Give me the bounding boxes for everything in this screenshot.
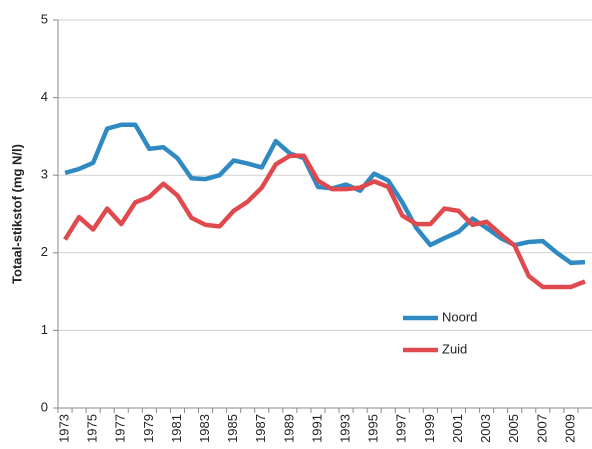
x-tick-label: 1973 (56, 414, 71, 443)
x-tick-label: 2009 (562, 414, 577, 443)
y-tick-label: 0 (41, 399, 48, 414)
x-tick-label: 1977 (113, 414, 128, 443)
y-tick-label: 2 (41, 244, 48, 259)
x-tick-label: 1989 (281, 414, 296, 443)
legend-label: Zuid (442, 341, 467, 356)
x-tick-label: 1997 (394, 414, 409, 443)
y-tick-label: 5 (41, 11, 48, 26)
x-tick-label: 1991 (309, 414, 324, 443)
x-tick-label: 1995 (366, 414, 381, 443)
series-line (64, 122, 586, 266)
x-tick-label: 1975 (85, 414, 100, 443)
series-line (63, 153, 586, 290)
x-tick-label: 2001 (450, 414, 465, 443)
x-tick-label: 1993 (338, 414, 353, 443)
x-tick-label: 2007 (534, 414, 549, 443)
y-tick-label: 1 (41, 322, 48, 337)
x-tick-label: 1985 (225, 414, 240, 443)
x-tick-label: 1987 (253, 414, 268, 443)
y-axis-label: Totaal-stikstof (mg N/l) (9, 144, 24, 284)
x-tick-label: 1981 (169, 414, 184, 443)
y-tick-label: 4 (41, 89, 48, 104)
legend-label: Noord (442, 309, 477, 324)
x-tick-label: 2005 (506, 414, 521, 443)
x-tick-label: 1999 (422, 414, 437, 443)
x-tick-label: 1983 (197, 414, 212, 443)
y-tick-label: 3 (41, 167, 48, 182)
x-tick-label: 1979 (141, 414, 156, 443)
x-tick-label: 2003 (478, 414, 493, 443)
